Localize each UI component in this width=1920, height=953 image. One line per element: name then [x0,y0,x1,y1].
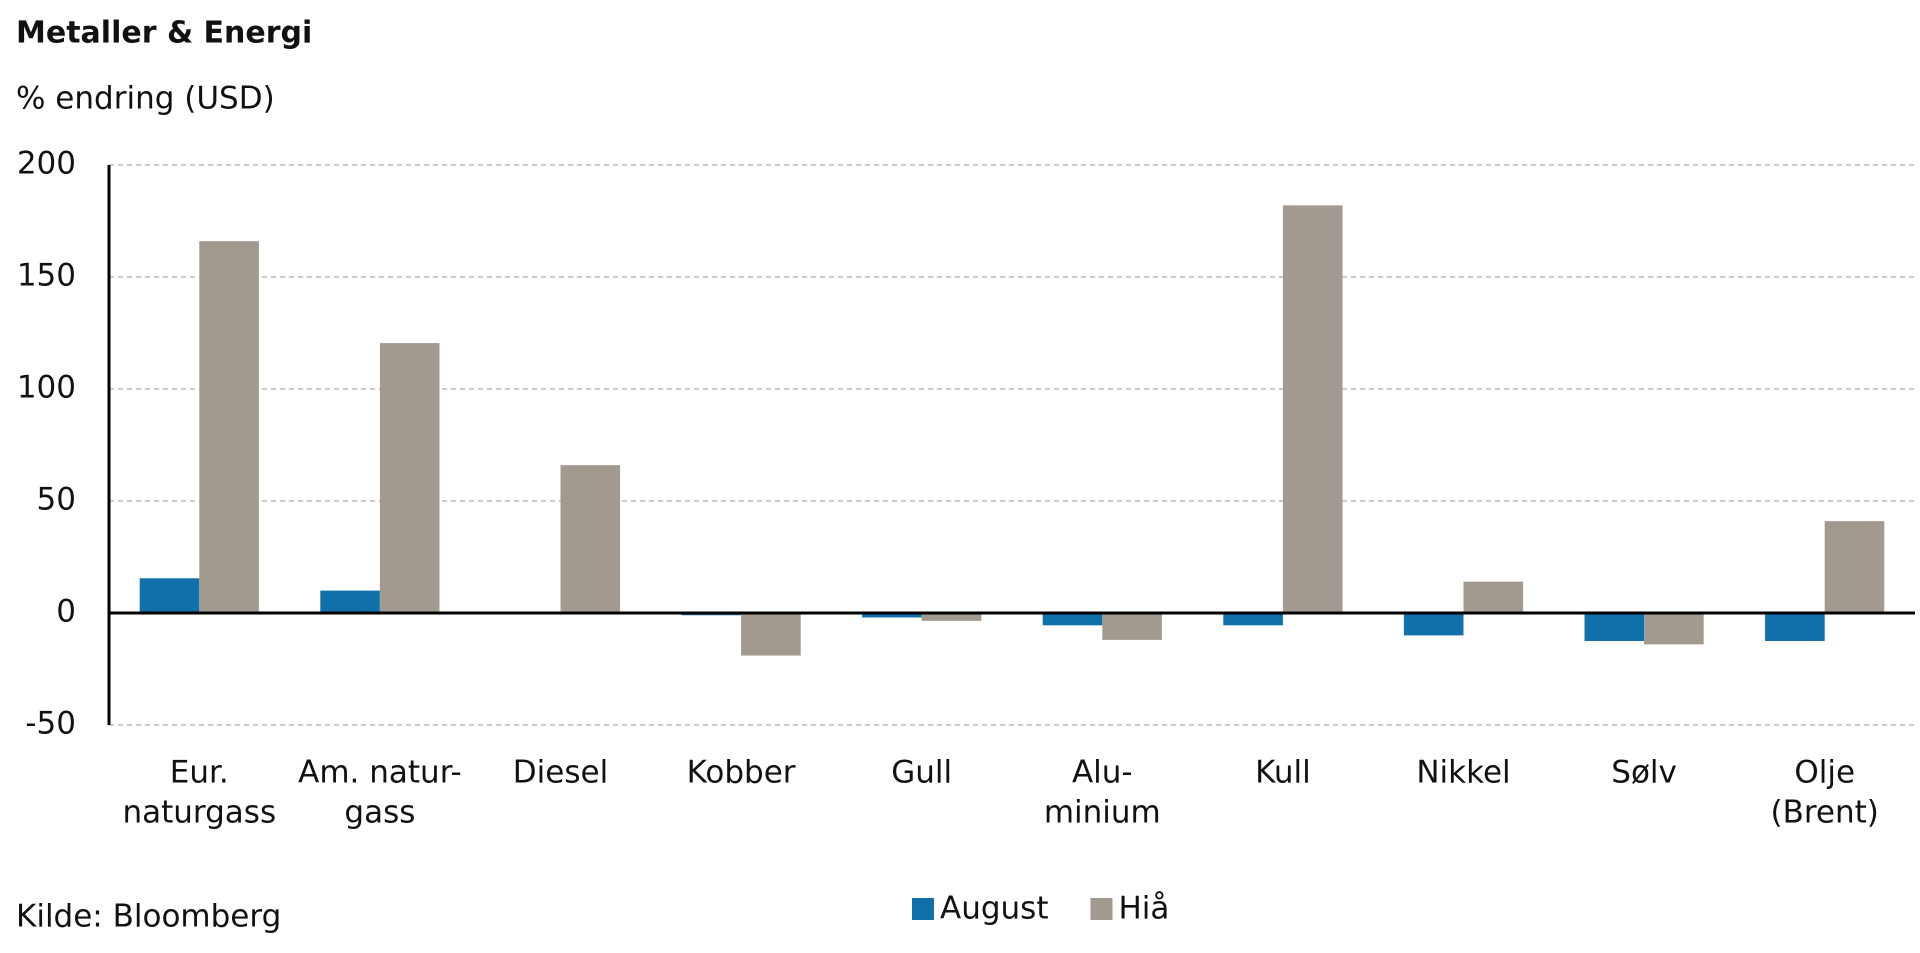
x-tick-label: Olje [1794,755,1855,791]
bar [1765,613,1825,641]
x-tick-label: Nikkel [1416,755,1510,791]
y-tick-label: 50 [37,482,76,518]
bar [1223,613,1283,626]
bar [1102,613,1162,640]
bar [1282,205,1343,613]
x-tick-label: minium [1044,795,1161,831]
legend-swatch [912,898,934,920]
bar [862,613,922,618]
bar [1584,613,1645,641]
x-tick-label: Gull [891,755,952,791]
x-tick-label: Alu- [1072,755,1133,791]
x-tick-label: Diesel [513,755,608,791]
bar [379,343,440,613]
bar [1644,613,1704,645]
x-tick-label: gass [344,795,415,831]
x-tick-label: Am. natur- [298,755,462,791]
bar [1824,521,1885,613]
bar [1403,613,1464,636]
bar [139,578,200,613]
y-tick-label: 150 [17,258,76,294]
bar [199,241,259,613]
legend-label: August [940,891,1049,927]
source-note: Kilde: Bloomberg [16,899,281,935]
bar [921,613,982,621]
y-tick-label: -50 [25,706,76,742]
x-tick-label: Kull [1255,755,1311,791]
bar [741,613,801,656]
bar [320,590,380,613]
legend-label: Hiå [1119,891,1170,927]
x-tick-label: Eur. [170,755,229,791]
y-tick-label: 200 [17,146,76,182]
y-tick-label: 100 [17,370,76,406]
x-tick-label: naturgass [122,795,276,831]
x-tick-label: Sølv [1611,755,1677,791]
x-tick-label: Kobber [687,755,796,791]
chart-subtitle: % endring (USD) [16,81,275,117]
bar [1042,613,1103,626]
y-tick-label: 0 [56,594,76,630]
legend-swatch [1090,898,1113,920]
chart-title: Metaller & Energi [16,16,312,51]
x-tick-label: (Brent) [1770,795,1878,831]
bar [560,465,621,613]
bar [1463,581,1524,613]
